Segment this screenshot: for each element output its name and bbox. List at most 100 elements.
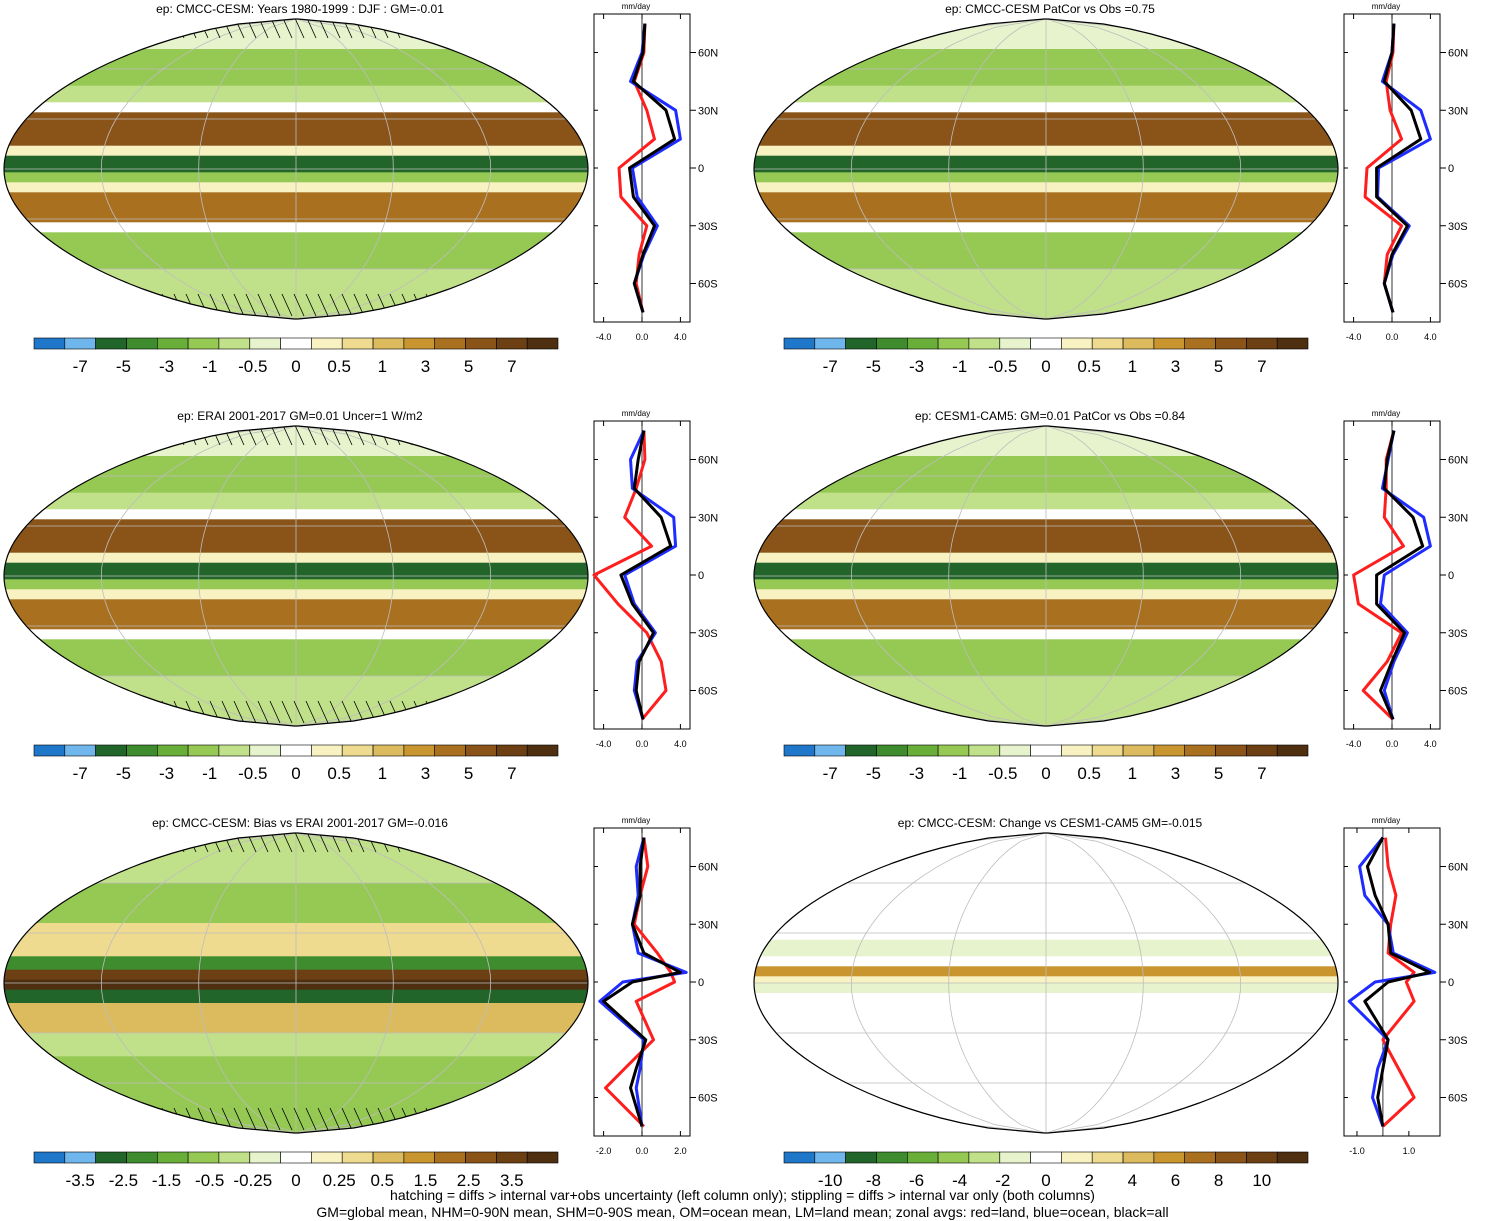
colorbar-swatch bbox=[1091, 337, 1124, 350]
colorbar-swatch bbox=[372, 744, 405, 757]
colorbar-tick-label: 0 bbox=[1041, 1171, 1050, 1190]
colorbar-swatch bbox=[1061, 337, 1093, 350]
zonal-line-land bbox=[592, 430, 668, 721]
lat-tick-label: 30S bbox=[698, 1035, 718, 1047]
colorbar: -7 -5 -3 -1 -0.5 0 0.5 1 3 5 7 bbox=[33, 337, 559, 376]
hatching-mark bbox=[329, 700, 341, 724]
hatching-mark bbox=[125, 700, 137, 724]
colorbar-tick-label: 4 bbox=[1128, 1171, 1137, 1190]
hatching-mark bbox=[113, 19, 125, 39]
colorbar-swatch bbox=[999, 744, 1031, 757]
colorbar-swatch bbox=[1153, 744, 1185, 757]
hatching-mark bbox=[425, 1107, 437, 1131]
global-map bbox=[753, 18, 1339, 320]
colorbar-tick-label: -5 bbox=[116, 764, 131, 783]
colorbar-swatch bbox=[157, 744, 189, 757]
colorbar-swatch bbox=[1061, 744, 1093, 757]
colorbar-tick-label: -1 bbox=[952, 764, 967, 783]
hatching-mark bbox=[41, 833, 53, 853]
hatching-mark bbox=[161, 426, 173, 446]
colorbar-tick-label: 0.5 bbox=[327, 357, 351, 376]
colorbar-swatch bbox=[372, 337, 405, 350]
colorbar-swatch bbox=[126, 1151, 158, 1164]
lat-tick-label: 30S bbox=[1448, 221, 1468, 233]
colorbar-swatch bbox=[907, 744, 939, 757]
colorbar-swatch bbox=[95, 1151, 127, 1164]
x-tick-label: 2.0 bbox=[674, 1146, 687, 1156]
x-tick-label: -1.0 bbox=[1349, 1146, 1365, 1156]
hatching-mark bbox=[125, 1107, 137, 1131]
hatching-mark bbox=[293, 1107, 305, 1131]
colorbar-swatch bbox=[311, 744, 343, 757]
colorbar-tick-label: -5 bbox=[116, 357, 131, 376]
colorbar: -3.5 -2.5 -1.5 -0.5 -0.25 0 0.25 0.5 1.5 2.5 3.5 bbox=[33, 1151, 559, 1190]
hatching-mark bbox=[149, 700, 161, 724]
hatching-mark bbox=[137, 19, 149, 39]
zonal-mean-plot: mm/day 60N 30N 0 30S 60S -1.0 1.0 bbox=[1343, 816, 1468, 1156]
colorbar-swatch bbox=[465, 337, 497, 350]
panel-title: ep: CMCC-CESM: Bias vs ERAI 2001-2017 GM… bbox=[152, 816, 448, 830]
hatching-mark bbox=[437, 1107, 449, 1131]
colorbar-swatch bbox=[187, 1151, 220, 1164]
hatching-mark bbox=[89, 833, 101, 853]
zonal-unit-label: mm/day bbox=[622, 816, 650, 825]
map-border bbox=[3, 832, 589, 1134]
colorbar-swatch bbox=[280, 1151, 312, 1164]
map-field bbox=[4, 426, 588, 726]
colorbar-swatch bbox=[968, 744, 1000, 757]
zonal-line-all bbox=[628, 23, 677, 313]
lat-tick-label: 60S bbox=[1448, 686, 1468, 698]
hatching-mark bbox=[257, 293, 269, 317]
hatching-mark bbox=[449, 700, 461, 724]
lat-tick-label: 60S bbox=[698, 686, 718, 698]
hatching-mark bbox=[125, 293, 137, 317]
lat-tick-label: 60N bbox=[1448, 862, 1468, 874]
colorbar-tick-label: -3 bbox=[159, 357, 174, 376]
zonal-line-land bbox=[1363, 23, 1404, 313]
colorbar-tick-label: 7 bbox=[507, 764, 516, 783]
colorbar-swatch bbox=[845, 337, 877, 350]
map-border bbox=[753, 425, 1339, 727]
map-border bbox=[753, 18, 1339, 320]
lat-tick-label: 30N bbox=[698, 919, 718, 931]
lat-tick-label: 60S bbox=[1448, 1093, 1468, 1105]
colorbar-tick-label: 0.5 bbox=[1077, 764, 1101, 783]
colorbar-tick-label: -0.5 bbox=[988, 764, 1017, 783]
lat-tick-label: 30N bbox=[698, 105, 718, 117]
hatching-mark bbox=[149, 833, 161, 853]
global-map bbox=[753, 832, 1339, 1134]
colorbar-swatch bbox=[783, 337, 816, 350]
hatching-mark bbox=[449, 1107, 461, 1131]
map-field bbox=[4, 833, 588, 1133]
x-tick-label: 0.0 bbox=[1386, 739, 1399, 749]
colorbar-tick-label: 8 bbox=[1214, 1171, 1223, 1190]
colorbar-tick-label: 0.5 bbox=[370, 1171, 394, 1190]
colorbar-swatch bbox=[783, 1151, 816, 1164]
x-tick-label: 4.0 bbox=[1424, 739, 1437, 749]
colorbar-swatch bbox=[1246, 744, 1278, 757]
hatching-mark bbox=[125, 833, 137, 853]
colorbar-swatch bbox=[1215, 744, 1247, 757]
zonal-line-all bbox=[619, 430, 673, 720]
hatching-mark bbox=[101, 700, 113, 724]
colorbar-swatch bbox=[937, 337, 970, 350]
global-map bbox=[3, 18, 589, 320]
colorbar-tick-label: -2 bbox=[995, 1171, 1010, 1190]
zonal-line-all bbox=[1363, 836, 1432, 1127]
footer-note-legend: GM=global mean, NHM=0-90N mean, SHM=0-90… bbox=[316, 1204, 1169, 1220]
colorbar-swatch bbox=[999, 1151, 1031, 1164]
colorbar-swatch bbox=[1184, 1151, 1216, 1164]
hatching-mark bbox=[113, 833, 125, 853]
hatching-mark bbox=[413, 833, 425, 853]
zonal-mean-plot: mm/day 60N 30N 0 30S 60S -4.0 0.0 4.0 bbox=[1343, 2, 1468, 342]
colorbar-swatch bbox=[907, 337, 939, 350]
x-tick-label: 1.0 bbox=[1403, 1146, 1416, 1156]
colorbar-tick-label: -0.25 bbox=[233, 1171, 272, 1190]
lat-tick-label: 30S bbox=[1448, 628, 1468, 640]
colorbar-tick-label: 6 bbox=[1171, 1171, 1180, 1190]
hatching-mark bbox=[437, 293, 449, 317]
lat-tick-label: 30S bbox=[1448, 1035, 1468, 1047]
colorbar-swatch bbox=[496, 744, 528, 757]
colorbar-swatch bbox=[187, 744, 220, 757]
hatching-mark bbox=[425, 700, 437, 724]
